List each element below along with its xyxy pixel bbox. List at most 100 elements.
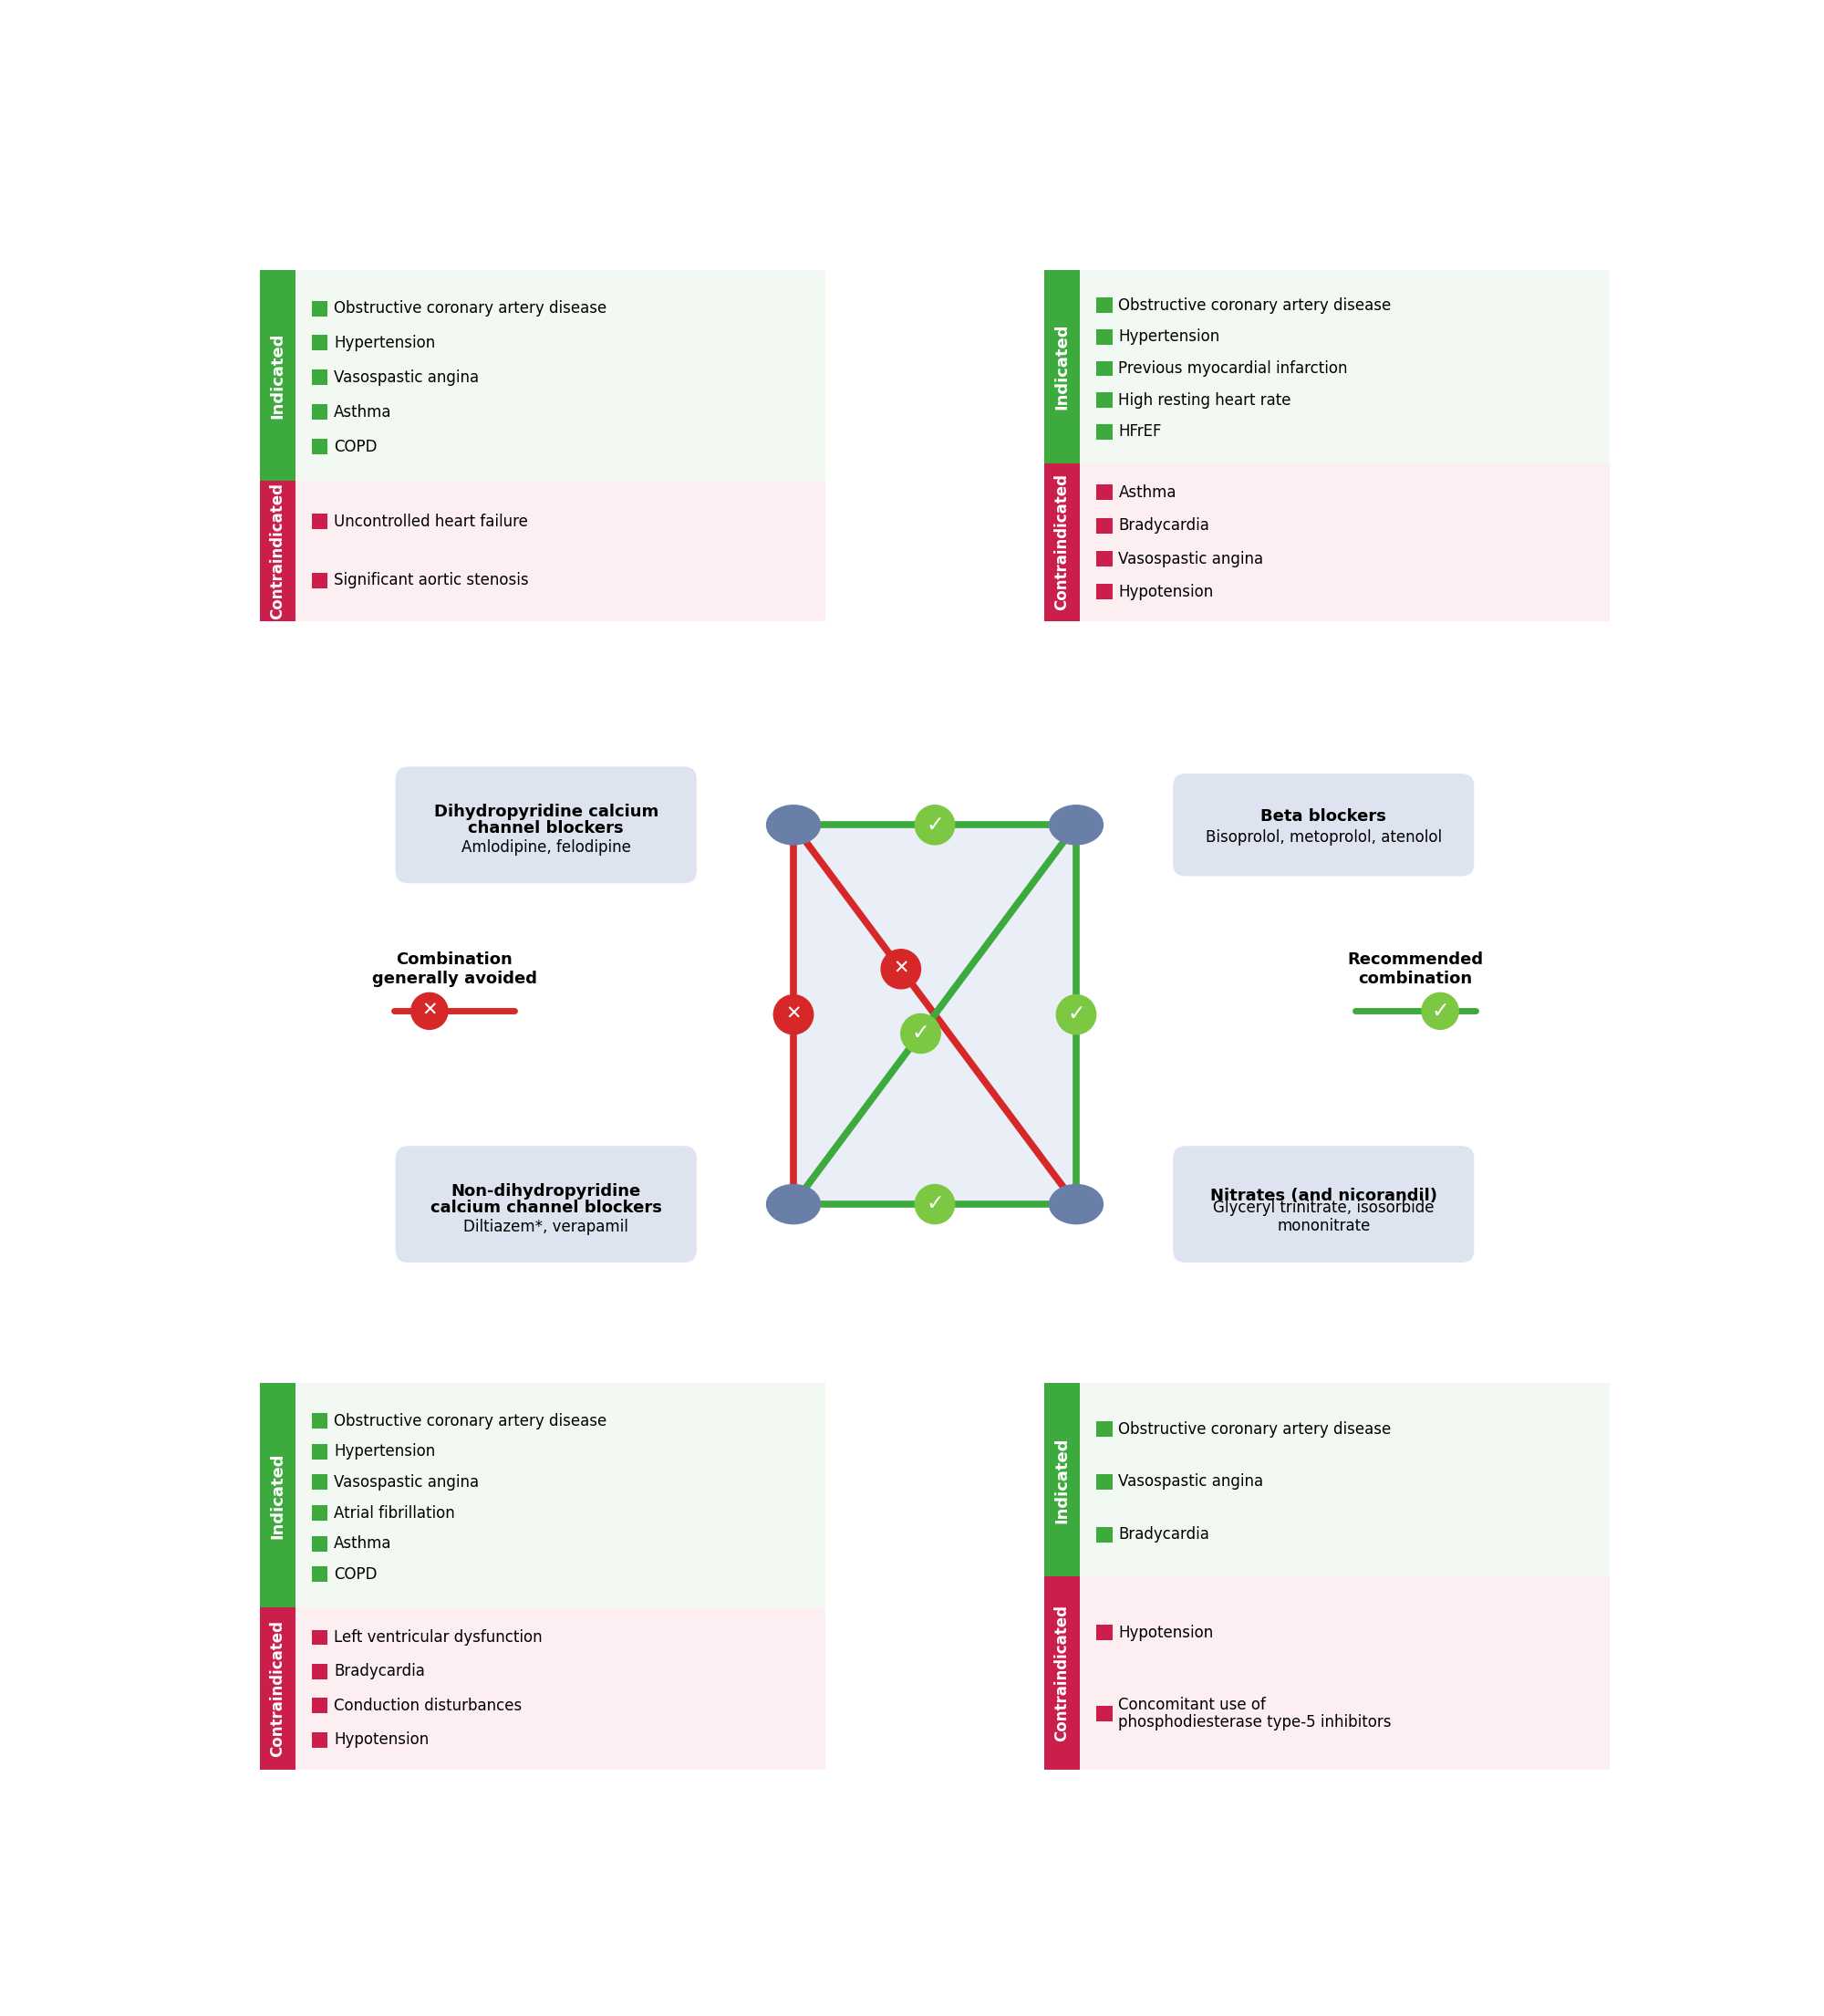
Text: Obstructive coronary artery disease: Obstructive coronary artery disease (334, 1413, 607, 1429)
FancyBboxPatch shape (1045, 464, 1611, 621)
FancyBboxPatch shape (312, 1697, 328, 1714)
Text: Obstructive coronary artery disease: Obstructive coronary artery disease (334, 300, 607, 317)
Ellipse shape (766, 804, 821, 845)
Text: ✓: ✓ (927, 1193, 943, 1214)
Text: Concomitant use of: Concomitant use of (1118, 1697, 1266, 1714)
Text: channel blockers: channel blockers (469, 821, 624, 837)
FancyBboxPatch shape (1045, 1383, 1080, 1577)
FancyBboxPatch shape (1096, 518, 1113, 534)
FancyBboxPatch shape (312, 439, 328, 454)
Text: Hypertension: Hypertension (1118, 329, 1220, 345)
Circle shape (773, 996, 814, 1034)
Circle shape (901, 1014, 941, 1052)
FancyBboxPatch shape (1045, 270, 1611, 464)
Text: Indicated: Indicated (270, 1452, 286, 1538)
FancyBboxPatch shape (259, 270, 295, 480)
Text: Glyceryl trinitrate, isosorbide
mononitrate: Glyceryl trinitrate, isosorbide mononitr… (1213, 1200, 1434, 1234)
FancyBboxPatch shape (312, 1413, 328, 1429)
Text: ✓: ✓ (1432, 1000, 1450, 1022)
FancyBboxPatch shape (312, 573, 328, 589)
FancyBboxPatch shape (259, 270, 824, 480)
Text: Conduction disturbances: Conduction disturbances (334, 1697, 522, 1714)
Text: Hypotension: Hypotension (334, 1732, 429, 1748)
FancyBboxPatch shape (1096, 1421, 1113, 1437)
Text: High resting heart rate: High resting heart rate (1118, 391, 1291, 409)
FancyBboxPatch shape (1096, 585, 1113, 599)
FancyBboxPatch shape (259, 480, 824, 621)
Text: Nitrates (and nicorandil): Nitrates (and nicorandil) (1209, 1187, 1437, 1204)
Circle shape (916, 804, 954, 845)
Text: Non-dihydropyridine: Non-dihydropyridine (451, 1183, 640, 1200)
FancyBboxPatch shape (259, 1383, 824, 1607)
Circle shape (1421, 992, 1459, 1030)
Text: calcium channel blockers: calcium channel blockers (430, 1200, 662, 1216)
Text: Atrial fibrillation: Atrial fibrillation (334, 1504, 456, 1522)
Circle shape (410, 992, 449, 1030)
FancyBboxPatch shape (312, 1443, 328, 1460)
Text: Hypertension: Hypertension (334, 1443, 436, 1460)
FancyBboxPatch shape (396, 766, 697, 883)
Text: phosphodiesterase type-5 inhibitors: phosphodiesterase type-5 inhibitors (1118, 1714, 1392, 1730)
FancyBboxPatch shape (1045, 1383, 1611, 1577)
FancyBboxPatch shape (312, 369, 328, 385)
Text: Left ventricular dysfunction: Left ventricular dysfunction (334, 1629, 542, 1645)
FancyBboxPatch shape (312, 1506, 328, 1520)
FancyBboxPatch shape (312, 1629, 328, 1645)
Text: Hypotension: Hypotension (1118, 1625, 1213, 1641)
FancyBboxPatch shape (1096, 423, 1113, 439)
FancyBboxPatch shape (259, 1607, 824, 1770)
FancyBboxPatch shape (1096, 361, 1113, 377)
Circle shape (881, 950, 921, 988)
Text: Asthma: Asthma (334, 1536, 392, 1552)
Text: COPD: COPD (334, 437, 378, 456)
Ellipse shape (1049, 804, 1104, 845)
FancyBboxPatch shape (1096, 484, 1113, 500)
Text: Diltiazem*, verapamil: Diltiazem*, verapamil (463, 1218, 629, 1236)
Text: Significant aortic stenosis: Significant aortic stenosis (334, 573, 529, 589)
Text: ✕: ✕ (894, 960, 908, 978)
FancyBboxPatch shape (312, 1663, 328, 1679)
FancyBboxPatch shape (790, 821, 1080, 1208)
Text: Obstructive coronary artery disease: Obstructive coronary artery disease (1118, 1421, 1392, 1437)
Text: Contraindicated: Contraindicated (1054, 474, 1071, 611)
Ellipse shape (1049, 1185, 1104, 1224)
FancyBboxPatch shape (1096, 393, 1113, 407)
Text: Hypertension: Hypertension (334, 335, 436, 351)
Text: COPD: COPD (334, 1566, 378, 1583)
Ellipse shape (766, 1185, 821, 1224)
FancyBboxPatch shape (1096, 550, 1113, 566)
FancyBboxPatch shape (312, 514, 328, 530)
Text: Vasospastic angina: Vasospastic angina (334, 369, 480, 385)
FancyBboxPatch shape (312, 1732, 328, 1748)
FancyBboxPatch shape (1096, 1526, 1113, 1542)
Text: HFrEF: HFrEF (1118, 423, 1162, 439)
FancyBboxPatch shape (312, 405, 328, 419)
Text: ✓: ✓ (912, 1022, 930, 1044)
Text: Asthma: Asthma (1118, 484, 1176, 500)
FancyBboxPatch shape (1096, 1625, 1113, 1641)
FancyBboxPatch shape (1045, 464, 1080, 621)
FancyBboxPatch shape (1045, 1577, 1080, 1770)
Text: Contraindicated: Contraindicated (270, 482, 286, 619)
Text: Vasospastic angina: Vasospastic angina (1118, 550, 1264, 566)
FancyBboxPatch shape (259, 480, 295, 621)
FancyBboxPatch shape (1173, 1145, 1474, 1262)
Text: Vasospastic angina: Vasospastic angina (334, 1474, 480, 1490)
Text: Indicated: Indicated (1054, 323, 1071, 409)
Text: Beta blockers: Beta blockers (1260, 808, 1386, 825)
Text: ✕: ✕ (421, 1002, 438, 1020)
Text: Indicated: Indicated (270, 333, 286, 419)
Text: Uncontrolled heart failure: Uncontrolled heart failure (334, 514, 529, 530)
FancyBboxPatch shape (312, 1536, 328, 1550)
Circle shape (1056, 996, 1096, 1034)
FancyBboxPatch shape (396, 1145, 697, 1262)
Text: Hypotension: Hypotension (1118, 585, 1213, 601)
Text: Vasospastic angina: Vasospastic angina (1118, 1474, 1264, 1490)
FancyBboxPatch shape (312, 1566, 328, 1583)
FancyBboxPatch shape (259, 1383, 295, 1607)
Text: ✓: ✓ (1067, 1002, 1085, 1024)
Text: Obstructive coronary artery disease: Obstructive coronary artery disease (1118, 296, 1392, 312)
Text: Combination
generally avoided: Combination generally avoided (372, 952, 536, 986)
Text: Indicated: Indicated (1054, 1437, 1071, 1522)
FancyBboxPatch shape (1096, 329, 1113, 345)
